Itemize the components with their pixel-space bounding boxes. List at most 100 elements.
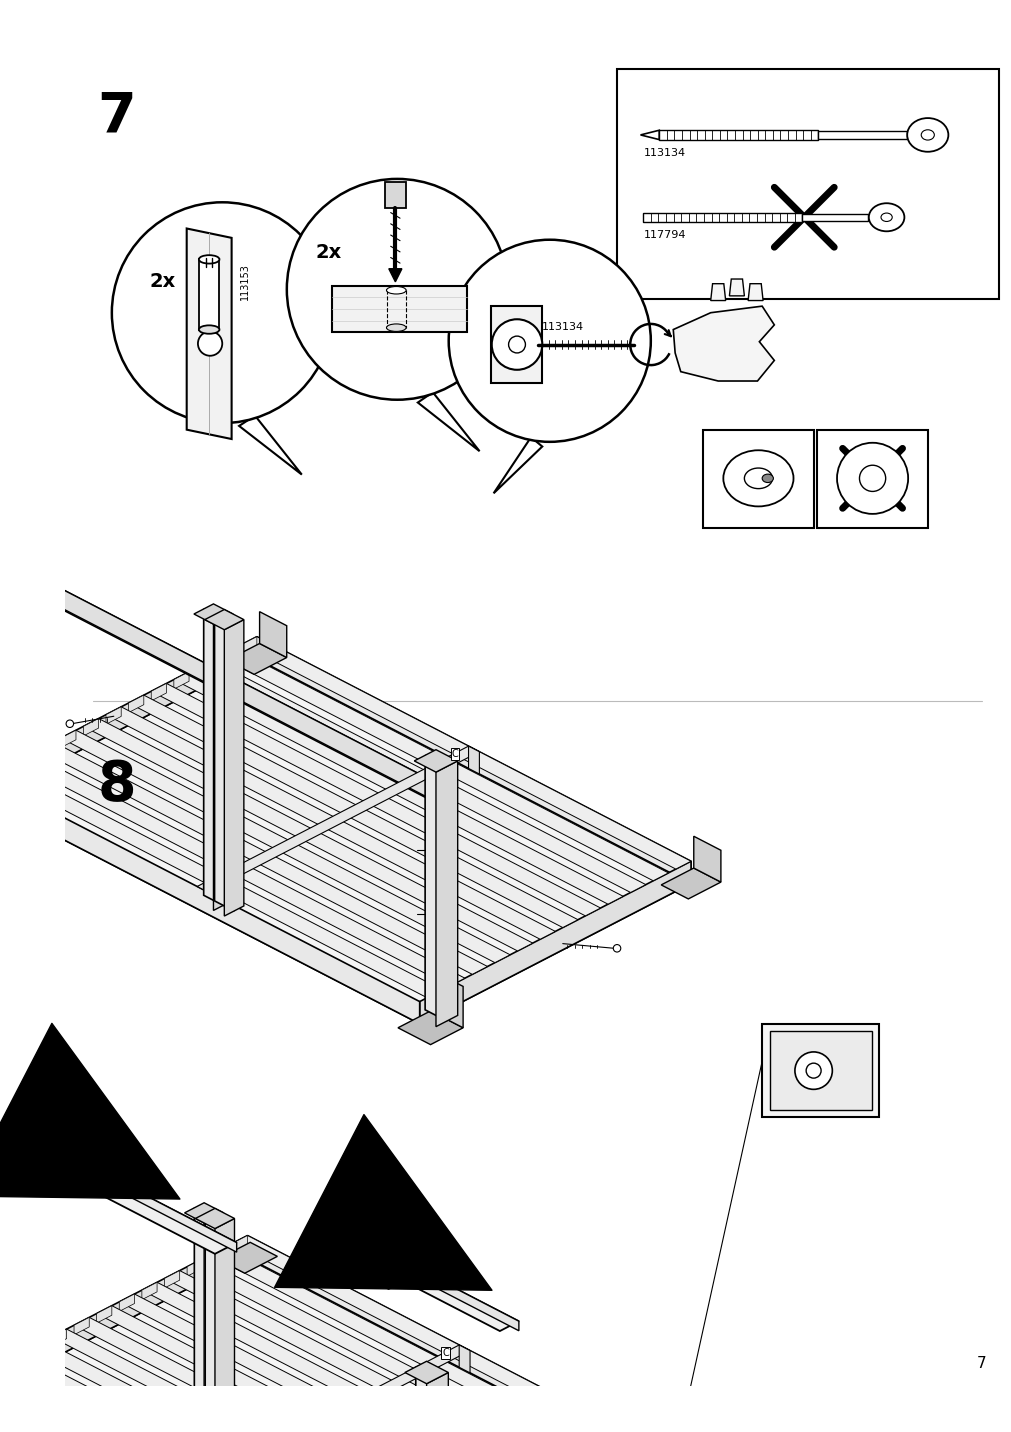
Ellipse shape [199,325,219,334]
Polygon shape [224,620,244,916]
Polygon shape [257,637,691,884]
Polygon shape [430,969,463,1028]
Circle shape [448,239,650,442]
Polygon shape [61,730,76,748]
Bar [617,69,998,299]
Polygon shape [214,614,234,911]
Polygon shape [694,836,720,882]
Polygon shape [0,745,29,803]
Text: 113134: 113134 [542,322,583,332]
Polygon shape [493,437,542,493]
Polygon shape [97,1306,112,1323]
Polygon shape [0,531,13,796]
Polygon shape [640,130,658,139]
Polygon shape [459,1345,469,1373]
Bar [490,306,542,382]
Polygon shape [209,1247,224,1264]
Polygon shape [204,610,244,630]
Bar [199,259,219,329]
Bar [761,1024,879,1117]
Circle shape [112,202,333,422]
Polygon shape [0,778,420,1024]
Polygon shape [203,609,223,905]
Polygon shape [74,1317,523,1432]
Circle shape [836,442,907,514]
Circle shape [613,945,620,952]
Ellipse shape [386,324,405,331]
Text: C: C [451,749,458,759]
Polygon shape [142,1282,157,1300]
Circle shape [39,1156,49,1166]
Polygon shape [239,415,301,474]
Polygon shape [660,868,720,899]
Polygon shape [418,392,479,451]
Polygon shape [106,707,121,725]
Polygon shape [119,1295,134,1312]
Text: 2x: 2x [150,272,175,292]
Polygon shape [196,660,211,677]
Circle shape [806,1063,820,1078]
Polygon shape [397,1011,463,1044]
Polygon shape [710,284,725,301]
Polygon shape [0,563,445,798]
Bar [385,182,405,208]
Polygon shape [214,1219,235,1432]
Polygon shape [0,1257,681,1432]
Polygon shape [15,753,464,987]
Text: 8: 8 [97,758,135,812]
Ellipse shape [744,468,771,488]
Polygon shape [367,1264,412,1289]
Polygon shape [28,1340,43,1358]
Polygon shape [22,1153,66,1176]
Circle shape [794,1053,831,1090]
Polygon shape [217,1243,277,1273]
Polygon shape [425,755,447,1021]
Polygon shape [213,614,233,911]
Circle shape [198,331,222,355]
Polygon shape [187,1259,636,1432]
Polygon shape [11,563,445,806]
Polygon shape [174,672,189,689]
Polygon shape [672,306,773,381]
Polygon shape [0,765,8,783]
Text: 117794: 117794 [643,231,685,239]
Polygon shape [420,861,691,1024]
Text: 113153: 113153 [240,263,250,301]
Polygon shape [0,637,257,799]
Polygon shape [233,1236,681,1432]
Bar [818,132,906,139]
Bar [643,212,802,222]
Polygon shape [0,1236,248,1398]
Polygon shape [119,1295,568,1432]
Polygon shape [0,1365,433,1432]
Polygon shape [729,279,744,296]
Polygon shape [38,742,54,759]
Polygon shape [0,1376,409,1432]
Circle shape [491,319,542,369]
Polygon shape [416,1368,437,1432]
Polygon shape [6,1352,455,1432]
Polygon shape [260,611,286,657]
Polygon shape [6,1352,21,1370]
Polygon shape [468,746,479,775]
Circle shape [286,179,508,400]
Polygon shape [242,637,691,869]
Polygon shape [58,1150,237,1252]
Polygon shape [187,1259,202,1276]
Ellipse shape [386,286,405,294]
Ellipse shape [881,213,892,222]
Polygon shape [218,649,668,881]
Polygon shape [209,1247,658,1432]
Polygon shape [413,750,457,772]
Text: 7: 7 [97,89,135,143]
Polygon shape [0,786,29,821]
Polygon shape [15,753,30,770]
Polygon shape [165,1270,614,1432]
Ellipse shape [868,203,904,232]
Polygon shape [404,1362,448,1383]
Polygon shape [106,707,555,939]
Polygon shape [393,1257,519,1330]
Ellipse shape [920,130,933,140]
Polygon shape [35,1128,58,1171]
Polygon shape [186,229,232,440]
